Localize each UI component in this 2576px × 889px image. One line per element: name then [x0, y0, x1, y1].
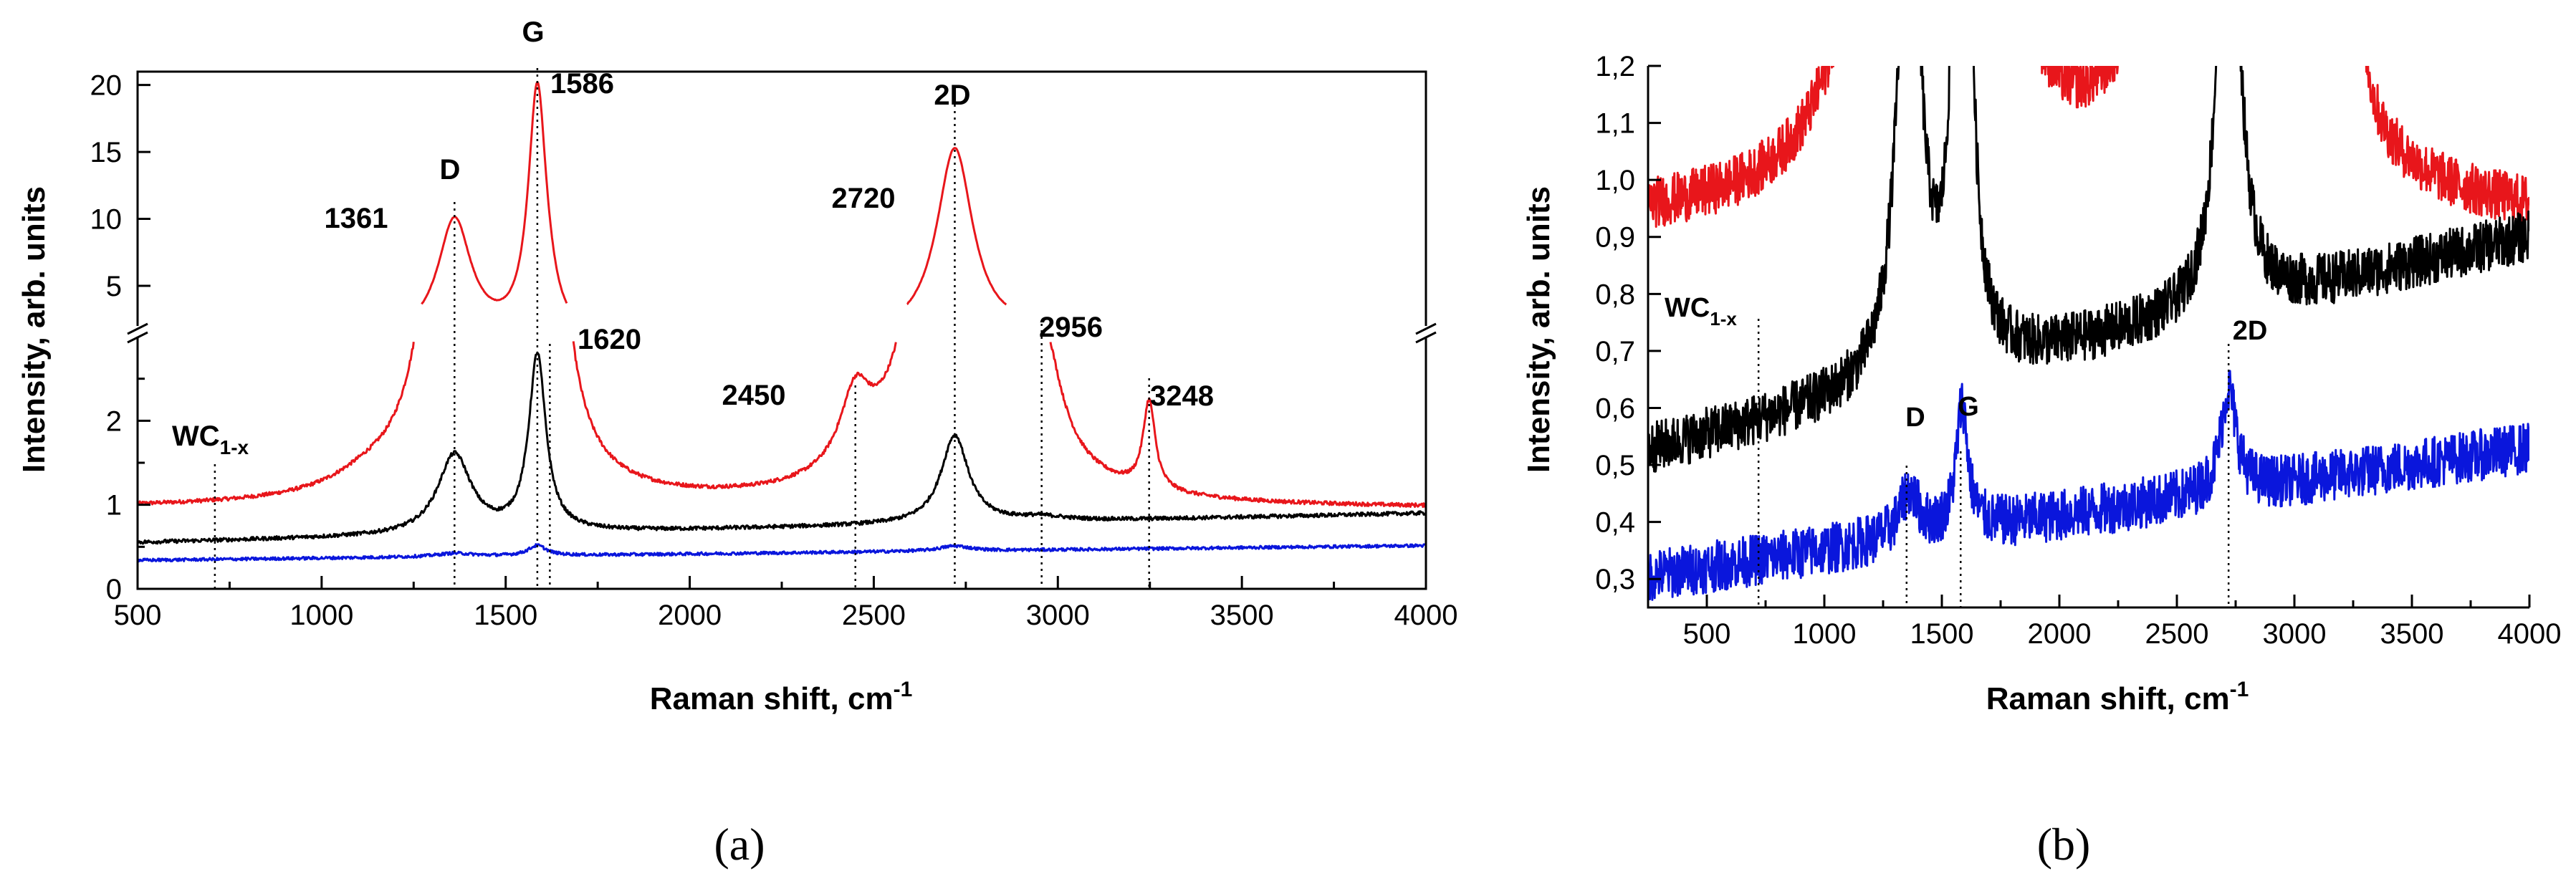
panel-a-y-tick-label: 20 [90, 70, 123, 102]
panel-a-x-axis: 500 1000 1500 2000 2500 3000 3500 4000 [114, 576, 1458, 631]
panel-b-series-group [1648, 66, 2529, 601]
panel-a: 500 1000 1500 2000 2500 3000 3500 4000 0 1 2 5 10 15… [16, 16, 1457, 716]
panel-a-x-tick-label: 1500 [474, 600, 537, 631]
panel-a-x-title: Raman shift, cm-1 [650, 678, 913, 716]
panel-b-annotations: WC1-x D G 2D [1665, 293, 2267, 433]
panel-b-x-tick-label: 1000 [1793, 618, 1857, 650]
panel-b-annotation-2d: 2D [2233, 316, 2268, 346]
panel-b-y-axis: 0,3 0,4 0,5 0,6 0,7 0,8 0,9 1,0 1,1 1,2 [1595, 51, 1661, 595]
panel-b-annotation-wc: WC1-x [1665, 293, 1737, 330]
panel-b-y-tick-label: 1,2 [1595, 51, 1635, 82]
panel-a-series-group [136, 81, 1427, 563]
panel-a-annotation-1586: 1586 [550, 68, 614, 100]
panel-b-x-tick-label: 2000 [2028, 618, 2092, 650]
panel-a-x-tick-label: 1000 [289, 600, 353, 631]
panel-b-y-tick-label: 0,5 [1595, 450, 1635, 481]
panel-b-guides [1757, 319, 2230, 607]
panel-a-y-tick-label: 1 [106, 490, 122, 522]
panel-a-x-tick-label: 2000 [658, 600, 722, 631]
panel-b-x-tick-label: 1500 [1910, 618, 1974, 650]
panel-b-series-blue [1648, 370, 2529, 601]
panel-b-x-axis: 500 1000 1500 2000 2500 3000 3500 4000 [1683, 595, 2562, 650]
panel-b-y-tick-label: 0,9 [1595, 222, 1635, 254]
panel-a-annotation-wc: WC1-x [172, 421, 249, 458]
panel-b-x-tick-label: 4000 [2498, 618, 2562, 650]
panel-b-annotation-g: G [1958, 392, 1979, 422]
panel-a-axis-break [127, 322, 1437, 344]
panel-b-x-title: Raman shift, cm-1 [1986, 678, 2249, 716]
panel-a-y-tick-label: 15 [90, 137, 123, 168]
caption-a: (a) [714, 819, 765, 870]
panel-a-plot-frame [136, 70, 1427, 590]
panel-a-x-tick-label: 4000 [1394, 600, 1458, 631]
caption-b: (b) [2037, 819, 2091, 870]
panel-a-x-tick-label: 500 [114, 600, 162, 631]
panel-a-annotation-2956: 2956 [1039, 312, 1103, 343]
panel-a-series-red [136, 81, 1427, 509]
panel-a-x-tick-label: 3000 [1026, 600, 1090, 631]
panel-b-y-tick-label: 1,0 [1595, 165, 1635, 196]
panel-a-guides [214, 68, 1150, 589]
panel-a-annotation-g: G [522, 16, 544, 48]
panel-b-y-tick-label: 0,7 [1595, 336, 1635, 367]
panel-a-y-title: Intensity, arb. units [16, 186, 52, 473]
panel-b-y-tick-label: 1,1 [1595, 108, 1635, 140]
panel-b-y-tick-label: 0,4 [1595, 507, 1635, 539]
panel-a-x-tick-label: 2500 [842, 600, 906, 631]
panel-b-x-tick-label: 3000 [2263, 618, 2327, 650]
panel-a-y-tick-label: 5 [106, 271, 122, 302]
panel-a-annotation-2d: 2D [934, 80, 970, 111]
panel-a-annotation-2720: 2720 [832, 183, 896, 214]
panel-b-y-tick-label: 0,8 [1595, 279, 1635, 310]
panel-a-y-axis: 0 1 2 5 10 15 20 [90, 70, 150, 605]
panel-a-annotation-d: D [440, 154, 461, 186]
panel-a-annotation-1620: 1620 [578, 324, 641, 355]
panel-b-annotation-d: D [1905, 403, 1925, 433]
panel-a-annotation-3248: 3248 [1150, 380, 1214, 412]
panel-a-x-tick-label: 3500 [1210, 600, 1274, 631]
panel-b: 500 1000 1500 2000 2500 3000 3500 4000 0,30,40,… [1521, 51, 2562, 716]
panel-b-series-red [1648, 66, 2529, 228]
panel-a-series-blue [137, 543, 1427, 563]
panel-b-x-tick-label: 3500 [2380, 618, 2444, 650]
panel-a-annotation-1361: 1361 [325, 203, 388, 234]
panel-b-series-black [1648, 66, 2529, 473]
panel-b-y-tick-label: 0,6 [1595, 393, 1635, 424]
panel-b-y-tick-label: 0,3 [1595, 564, 1635, 595]
panel-b-x-tick-label: 500 [1683, 618, 1731, 650]
panel-b-x-tick-label: 2500 [2145, 618, 2209, 650]
panel-a-y-tick-label: 10 [90, 204, 123, 236]
panel-a-annotation-2450: 2450 [722, 380, 786, 411]
panel-b-y-title: Intensity, arb. units [1521, 186, 1556, 473]
panel-a-series-black [136, 351, 1427, 545]
panel-a-y-tick-label: 2 [106, 405, 122, 437]
panel-a-y-tick-label: 0 [106, 574, 122, 605]
